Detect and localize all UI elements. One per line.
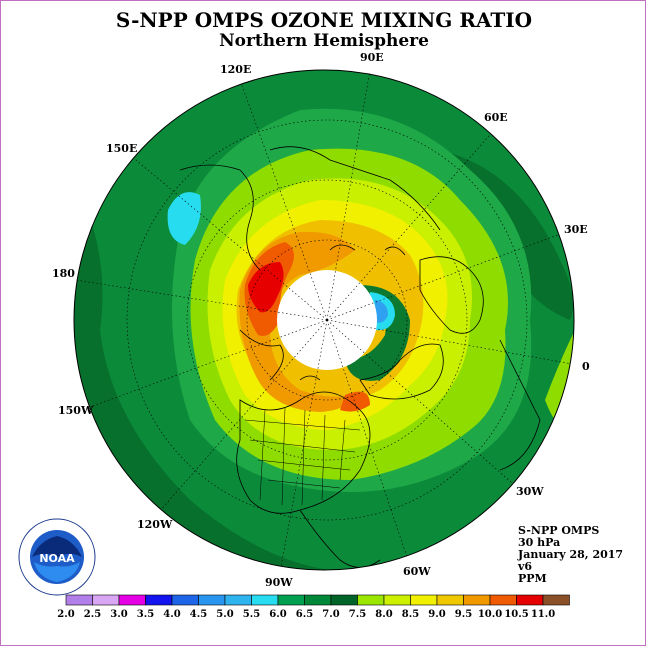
contour-5.5-west-patch (167, 192, 201, 245)
colorbar-swatch (410, 594, 438, 606)
colorbar-swatch (277, 594, 305, 606)
contour-5.0-blue (375, 300, 388, 323)
colorbar-label: 5.5 (243, 609, 260, 620)
colorbar-label: 11.0 (531, 609, 555, 620)
colorbar-swatch (489, 594, 517, 606)
colorbar-swatch (224, 594, 252, 606)
colorbar-label: 8.5 (402, 609, 419, 620)
colorbar-swatch (304, 594, 332, 606)
coastline-alaska (239, 329, 284, 381)
colorbar-label: 2.5 (84, 609, 101, 620)
graticule (75, 70, 574, 570)
colorbar-label: 9.0 (428, 609, 445, 620)
lon-label-0: 0 (582, 360, 590, 373)
lon-label-60e: 60E (484, 111, 508, 124)
colorbar-label: 4.0 (163, 609, 180, 620)
lon-label-90e: 90E (360, 51, 384, 64)
colorbar-label: 10.5 (504, 609, 528, 620)
contour-10.5 (248, 262, 284, 313)
lon-label-180: 180 (52, 267, 75, 280)
colorbar-swatch (516, 594, 544, 606)
colorbar-label: 3.5 (137, 609, 154, 620)
contour-10.0-east (340, 391, 370, 412)
lon-label-120e: 120E (220, 63, 251, 76)
lon-label-150w: 150W (58, 404, 94, 417)
coastline-europe (419, 256, 484, 334)
colorbar-label: 2.0 (57, 609, 74, 620)
us-state-lines (244, 407, 361, 506)
colorbar-swatch (198, 594, 226, 606)
lon-label-120w: 120W (137, 518, 173, 531)
colorbar-label: 10.0 (478, 609, 502, 620)
colorbar-swatch (463, 594, 491, 606)
lon-label-30w: 30W (516, 485, 544, 498)
noaa-logo: NOAA (18, 518, 96, 596)
lon-label-30e: 30E (564, 223, 588, 236)
chart-title: S-NPP OMPS OZONE MIXING RATIO (115, 8, 533, 32)
colorbar-swatch (65, 594, 93, 606)
colorbar-label: 6.5 (296, 609, 313, 620)
coastline-america (236, 391, 371, 514)
coastline-asia-north (269, 146, 441, 231)
contour-6.5-west (74, 190, 330, 570)
colorbar-swatch (251, 594, 279, 606)
lon-label-150e: 150E (106, 142, 137, 155)
info-date: January 28, 2017 (518, 548, 624, 561)
colorbar-label: 3.0 (110, 609, 127, 620)
colorbar-label: 8.0 (375, 609, 392, 620)
colorbar-label: 6.0 (269, 609, 286, 620)
chart-subtitle: Northern Hemisphere (219, 31, 429, 51)
colorbar: 2.0 2.5 3.0 3.5 4.0 4.5 5.0 5.5 6.0 6.5 7.0 7.5 8.0 8… (57, 594, 570, 620)
colorbar-swatch (383, 594, 411, 606)
coastline-islands (299, 244, 406, 381)
lon-label-90w: 90W (265, 576, 293, 589)
coastline-greenland (359, 343, 444, 400)
colorbar-swatch (330, 594, 358, 606)
coastline-asia-east (179, 164, 261, 271)
colorbar-swatch (357, 594, 385, 606)
noaa-logo-text: NOAA (39, 552, 75, 565)
lon-label-60w: 60W (403, 565, 431, 578)
colorbar-label: 7.5 (349, 609, 366, 620)
colorbar-label: 7.0 (322, 609, 339, 620)
colorbar-swatch (436, 594, 464, 606)
colorbar-swatch (171, 594, 199, 606)
colorbar-label: 9.5 (455, 609, 472, 620)
info-panel: S-NPP OMPS 30 hPa January 28, 2017 v6 PP… (518, 525, 623, 585)
colorbar-swatch (92, 594, 120, 606)
colorbar-label: 4.5 (190, 609, 207, 620)
colorbar-swatch (118, 594, 146, 606)
info-units: PPM (518, 572, 547, 585)
info-version: v6 (518, 560, 533, 573)
map-outline (73, 69, 575, 571)
longitude-labels: 90E 60E 30E 0 30W 60W 90W 120W 150W 180 … (52, 51, 590, 589)
info-instrument: S-NPP OMPS (518, 524, 600, 537)
coastline-africa (499, 339, 541, 471)
info-pressure: 30 hPa (518, 536, 561, 549)
colorbar-swatch (542, 594, 570, 606)
colorbar-swatch (145, 594, 173, 606)
colorbar-label: 5.0 (216, 609, 233, 620)
